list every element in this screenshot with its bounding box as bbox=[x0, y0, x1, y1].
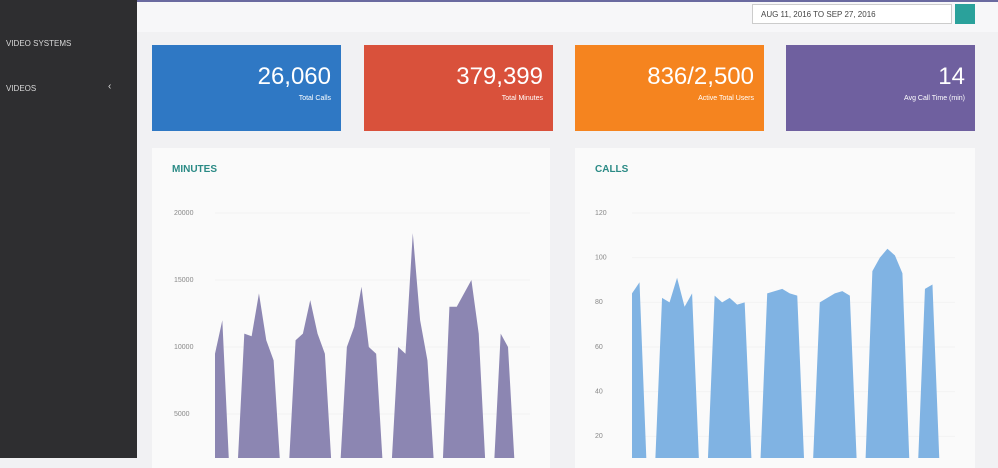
chart: 20 40 60 80 100 120 bbox=[595, 210, 955, 458]
stat-card: 14 Avg Call Time (min) bbox=[786, 45, 975, 131]
area bbox=[632, 248, 940, 458]
y-tick-label: 15000 bbox=[174, 277, 194, 284]
stat-card: 836/2,500 Active Total Users bbox=[575, 45, 764, 131]
stat-label: Active Total Users bbox=[698, 95, 754, 102]
y-tick-label: 5000 bbox=[174, 411, 190, 418]
stat-card: 379,399 Total Minutes bbox=[364, 45, 553, 131]
chevron: ‹ bbox=[108, 81, 112, 92]
y-tick-label: 100 bbox=[595, 255, 607, 262]
chart-panel: MINUTES 5000 10000 15000 20000 bbox=[152, 148, 550, 468]
y-tick-label: 60 bbox=[595, 344, 603, 351]
stat-value: 836/2,500 bbox=[647, 63, 754, 90]
date-button[interactable] bbox=[955, 4, 975, 24]
stat-value: 379,399 bbox=[456, 63, 543, 90]
page: VIDEO SYSTEMS VIDEOS ‹ AUG 11, 2016 TO S… bbox=[0, 0, 998, 458]
stat-label: Total Calls bbox=[298, 95, 331, 102]
date-range[interactable]: AUG 11, 2016 TO SEP 27, 2016 bbox=[752, 4, 952, 24]
chart-panel: CALLS 20 40 60 80 100 120 bbox=[575, 148, 975, 468]
y-tick-label: 20 bbox=[595, 433, 603, 440]
y-tick-label: 120 bbox=[595, 210, 607, 217]
nav-item[interactable]: VIDEOS bbox=[6, 84, 37, 93]
y-tick-label: 40 bbox=[595, 389, 603, 396]
chart-title: CALLS bbox=[595, 164, 629, 175]
y-tick-label: 10000 bbox=[174, 344, 194, 351]
stat-value: 14 bbox=[938, 63, 965, 90]
y-tick-label: 80 bbox=[595, 299, 603, 306]
area bbox=[215, 233, 515, 458]
stat-label: Total Minutes bbox=[501, 95, 543, 102]
chart: 5000 10000 15000 20000 bbox=[174, 210, 530, 458]
nav-item[interactable]: VIDEO SYSTEMS bbox=[6, 39, 72, 48]
stat-label: Avg Call Time (min) bbox=[904, 95, 965, 102]
stat-value: 26,060 bbox=[257, 63, 331, 90]
stat-card: 26,060 Total Calls bbox=[152, 45, 341, 131]
sidebar: VIDEO SYSTEMS VIDEOS ‹ bbox=[0, 0, 137, 458]
chart-title: MINUTES bbox=[172, 164, 217, 175]
y-tick-label: 20000 bbox=[174, 210, 194, 217]
